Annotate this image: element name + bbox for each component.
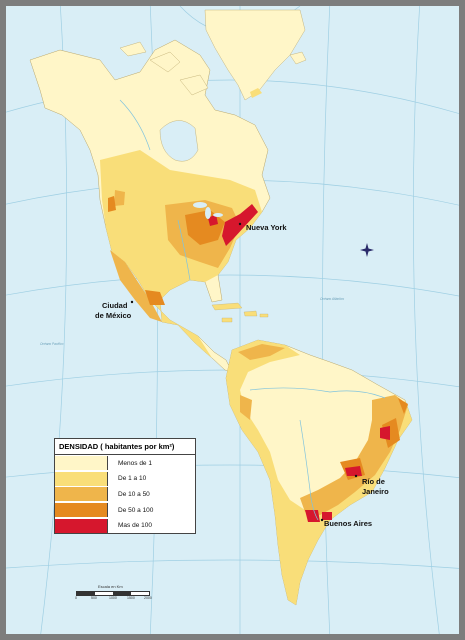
south-america	[225, 339, 413, 606]
map-canvas: Océano Pacífico Océano Atlántico Nueva Y…	[6, 6, 459, 634]
legend-label: Mas de 100	[118, 522, 152, 530]
scale-tick: 1500	[127, 596, 135, 600]
arctic-islands	[119, 41, 209, 96]
legend-item: De 10 a 50	[55, 486, 195, 502]
legend-label: Menos de 1	[118, 459, 152, 467]
rivers	[119, 99, 386, 521]
population-density-map: Océano Pacífico Océano Atlántico Nueva Y…	[6, 6, 459, 634]
legend-swatch	[55, 503, 108, 518]
scale-title: Escala en Km	[98, 584, 123, 589]
city-markers	[130, 222, 358, 522]
legend-swatch	[55, 518, 108, 533]
city-label-rio-de-janeiro: Río de Janeiro	[362, 477, 389, 496]
legend-title: DENSIDAD ( habitantes por km²)	[55, 439, 195, 455]
city-label-buenos-aires: Buenos Aires	[324, 519, 372, 528]
sa-density-mid	[238, 344, 408, 515]
scale-tick: 2000	[144, 596, 152, 600]
scale-tick: 1000	[109, 596, 117, 600]
scale-bar: Escala en Km 0 500 1000 1500 2000	[75, 584, 154, 602]
na-density-high	[108, 196, 225, 305]
scale-tick: 0	[75, 596, 77, 600]
legend-label: De 50 a 100	[118, 506, 154, 514]
great-lakes	[193, 202, 223, 219]
scale-bar-graphic	[76, 591, 150, 596]
hudson-bay	[159, 120, 199, 162]
sa-density-high	[340, 398, 408, 480]
city-label-nueva-york: Nueva York	[246, 223, 287, 232]
legend-swatch	[55, 456, 108, 471]
legend-item: De 1 a 10	[55, 470, 195, 487]
ocean-label: Océano Pacífico	[40, 342, 64, 346]
ocean-label: Océano Atlántico	[320, 297, 344, 301]
compass-rose	[360, 243, 374, 257]
legend-item: De 50 a 100	[55, 501, 195, 518]
greenland-coast-density	[250, 88, 262, 98]
sa-density-very-high	[305, 426, 390, 522]
legend-label: De 10 a 50	[118, 490, 150, 498]
legend-swatch	[55, 471, 108, 486]
legend-label: De 1 a 10	[118, 475, 147, 483]
city-label-ciudad-de-mexico: Ciudad de México	[95, 301, 132, 320]
caribbean-islands	[211, 302, 269, 323]
na-density-very-high	[208, 204, 258, 246]
density-legend: DENSIDAD ( habitantes por km²) Menos de …	[54, 438, 196, 534]
iceland	[289, 51, 307, 65]
scale-tick: 500	[91, 596, 97, 600]
legend-swatch	[55, 487, 108, 502]
legend-item: Menos de 1	[55, 455, 195, 471]
legend-item: Mas de 100	[55, 517, 195, 533]
